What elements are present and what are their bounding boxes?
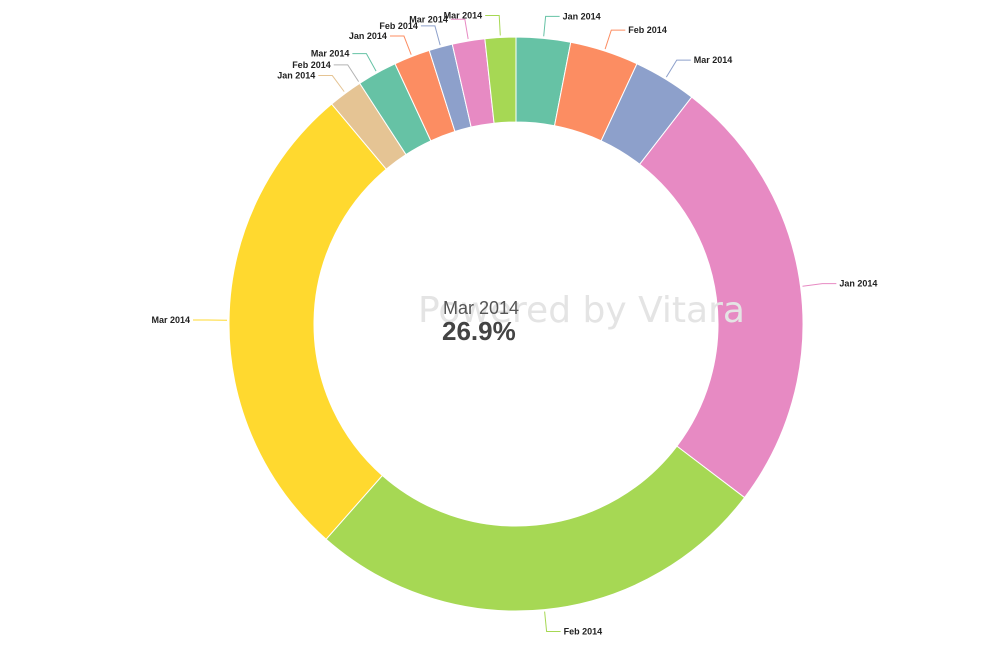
- donut-slice[interactable]: [325, 445, 746, 612]
- leader-line: [544, 611, 561, 632]
- leaders-layer: [193, 14, 837, 632]
- donut-slice[interactable]: [228, 103, 387, 540]
- slice-label: Mar 2014: [311, 49, 350, 59]
- slice-label: Mar 2014: [409, 14, 448, 24]
- leader-line: [485, 14, 501, 36]
- leader-line: [450, 18, 469, 40]
- slice-label: Jan 2014: [563, 11, 601, 21]
- slice-label: Feb 2014: [628, 25, 667, 35]
- leader-line: [318, 75, 345, 92]
- leader-line: [389, 35, 412, 55]
- slice-label: Mar 2014: [151, 315, 190, 325]
- slice-label: Mar 2014: [694, 55, 733, 65]
- slice-label: Jan 2014: [277, 71, 315, 81]
- leader-line: [802, 283, 837, 287]
- leader-line: [333, 64, 360, 82]
- leader-line: [604, 29, 626, 50]
- slice-label: Feb 2014: [379, 21, 418, 31]
- slice-label: Jan 2014: [839, 279, 877, 289]
- leader-line: [665, 59, 691, 78]
- leader-line: [543, 15, 560, 37]
- slice-label: Mar 2014: [444, 10, 483, 20]
- center-label: Mar 2014: [443, 298, 520, 318]
- slice-label: Jan 2014: [349, 31, 387, 41]
- slice-label: Feb 2014: [564, 626, 603, 636]
- slice-label: Feb 2014: [292, 60, 331, 70]
- donut-slice[interactable]: [484, 36, 517, 124]
- donut-slice[interactable]: [638, 96, 804, 499]
- slices-layer: [228, 36, 804, 612]
- center-value: 26.9%: [442, 316, 516, 346]
- leader-line: [352, 53, 377, 72]
- leader-line: [420, 25, 441, 46]
